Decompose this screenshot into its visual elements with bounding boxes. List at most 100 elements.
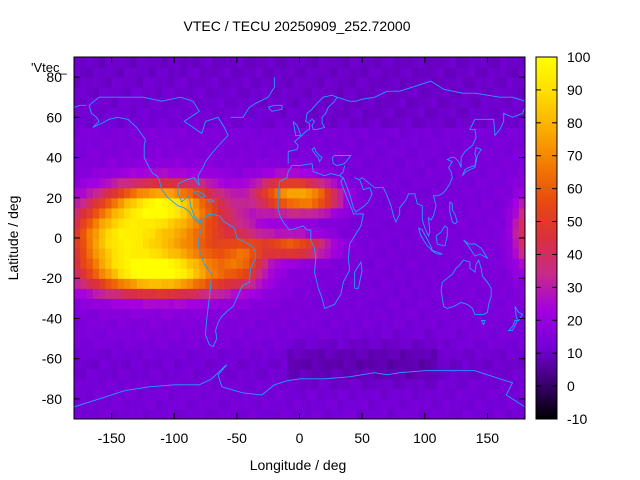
- heatmap-cell: [249, 358, 257, 370]
- heatmap-cell: [136, 308, 144, 320]
- heatmap-cell: [399, 217, 407, 229]
- heatmap-cell: [380, 248, 388, 259]
- heatmap-cell: [499, 368, 507, 380]
- heatmap-cell: [424, 378, 432, 390]
- heatmap-cell: [74, 187, 81, 199]
- heatmap-cell: [211, 147, 219, 159]
- heatmap-cell: [418, 398, 426, 410]
- heatmap-cell: [167, 157, 175, 169]
- heatmap-cell: [380, 288, 388, 299]
- heatmap-cell: [117, 67, 125, 78]
- heatmap-cell: [318, 147, 326, 159]
- heatmap-cell: [111, 137, 119, 149]
- heatmap-cell: [330, 318, 338, 330]
- heatmap-cell: [199, 408, 207, 419]
- heatmap-cell: [99, 258, 106, 269]
- heatmap-cell: [105, 167, 113, 179]
- heatmap-cell: [199, 157, 207, 169]
- heatmap-cell: [174, 167, 182, 179]
- heatmap-cell: [86, 358, 94, 370]
- heatmap-cell: [149, 388, 157, 400]
- heatmap-cell: [130, 87, 138, 98]
- heatmap-cell: [468, 127, 476, 139]
- heatmap-cell: [462, 278, 470, 289]
- heatmap-cell: [167, 328, 175, 340]
- heatmap-cell: [343, 87, 351, 98]
- heatmap-cell: [268, 238, 276, 249]
- heatmap-cell: [199, 318, 207, 330]
- heatmap-cell: [355, 107, 363, 118]
- heatmap-cell: [111, 318, 119, 330]
- heatmap-cell: [92, 167, 100, 179]
- heatmap-cell: [362, 117, 369, 128]
- heatmap-cell: [343, 308, 351, 320]
- heatmap-cell: [243, 328, 250, 340]
- heatmap-cell: [186, 177, 194, 189]
- heatmap-cell: [337, 217, 344, 229]
- heatmap-cell: [337, 408, 344, 419]
- heatmap-cell: [224, 368, 232, 380]
- heatmap-cell: [80, 278, 88, 289]
- heatmap-cell: [86, 248, 94, 259]
- coastline: [435, 225, 448, 247]
- heatmap-cell: [487, 217, 495, 229]
- heatmap-cell: [255, 147, 263, 159]
- heatmap-cell: [437, 147, 445, 159]
- coastline: [74, 104, 87, 108]
- heatmap-cell: [155, 348, 163, 360]
- heatmap-cell: [412, 127, 420, 139]
- heatmap-cell: [268, 248, 276, 259]
- heatmap-cell: [261, 328, 269, 340]
- heatmap-cell: [99, 187, 106, 199]
- heatmap-cell: [355, 227, 363, 239]
- heatmap-cell: [355, 398, 363, 410]
- heatmap-cell: [142, 278, 150, 289]
- heatmap-cell: [205, 97, 213, 108]
- heatmap-cell: [186, 398, 194, 410]
- heatmap-cell: [412, 67, 420, 78]
- heatmap-cell: [280, 57, 288, 68]
- heatmap-cell: [293, 328, 301, 340]
- heatmap-cell: [117, 97, 125, 108]
- heatmap-cell: [337, 338, 344, 350]
- heatmap-cell: [211, 278, 219, 289]
- heatmap-cell: [136, 288, 144, 299]
- heatmap-cell: [481, 57, 489, 68]
- heatmap-cell: [174, 248, 182, 259]
- heatmap-cell: [493, 147, 501, 159]
- heatmap-cell: [380, 278, 388, 289]
- heatmap-cell: [186, 378, 194, 390]
- heatmap-cell: [362, 67, 369, 78]
- heatmap-cell: [249, 67, 257, 78]
- heatmap-cell: [249, 308, 257, 320]
- heatmap-cell: [330, 77, 338, 88]
- heatmap-cell: [249, 298, 257, 309]
- heatmap-cell: [512, 137, 520, 149]
- heatmap-cell: [211, 348, 219, 360]
- heatmap-cell: [493, 368, 501, 380]
- heatmap-cell: [418, 278, 426, 289]
- heatmap-cell: [136, 338, 144, 350]
- heatmap-cell: [431, 318, 438, 330]
- heatmap-cell: [299, 398, 307, 410]
- heatmap-cell: [393, 328, 401, 340]
- heatmap-cell: [86, 117, 94, 128]
- heatmap-cell: [468, 318, 476, 330]
- heatmap-cell: [468, 268, 476, 279]
- heatmap-cell: [324, 187, 332, 199]
- heatmap-cell: [399, 238, 407, 249]
- heatmap-cell: [193, 97, 200, 108]
- heatmap-cell: [493, 338, 501, 350]
- heatmap-cell: [142, 408, 150, 419]
- heatmap-cell: [199, 217, 207, 229]
- heatmap-cell: [468, 358, 476, 370]
- heatmap-cell: [236, 308, 244, 320]
- heatmap-cell: [180, 227, 188, 239]
- heatmap-cell: [330, 328, 338, 340]
- heatmap-cell: [299, 338, 307, 350]
- heatmap-cell: [286, 147, 294, 159]
- heatmap-cell: [374, 398, 382, 410]
- heatmap-cell: [343, 348, 351, 360]
- heatmap-cell: [312, 197, 319, 209]
- heatmap-cell: [474, 268, 482, 279]
